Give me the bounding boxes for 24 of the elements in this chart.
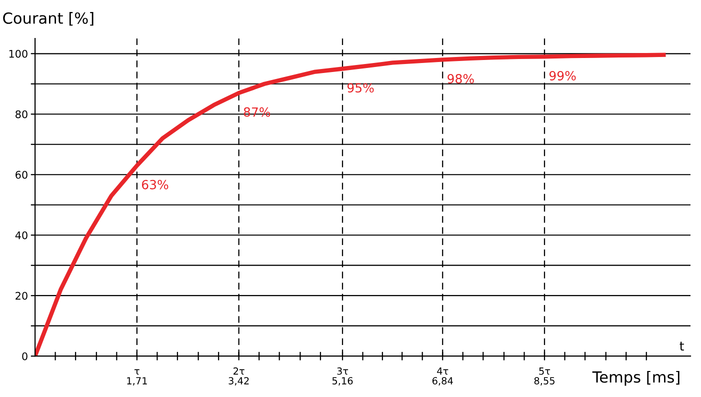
x-tick-label: 6,84 <box>432 377 453 386</box>
ref-line-label: 3τ <box>337 367 348 375</box>
annotation: 98% <box>448 74 474 84</box>
x-tick-label: 3,42 <box>228 377 249 386</box>
y-axis-title: Courant [%] <box>3 12 94 26</box>
ref-line-label: 2τ <box>234 367 244 375</box>
ref-line-label: 4τ <box>437 368 448 375</box>
y-tick-label: 40 <box>15 231 28 240</box>
y-tick-label: 0 <box>22 352 28 360</box>
x-tick-label: 5,16 <box>332 377 353 386</box>
x-tick-label: 1,71 <box>127 377 147 386</box>
annotation: 99% <box>549 70 576 80</box>
y-tick-label: 80 <box>16 110 28 118</box>
annotation: t <box>680 342 684 351</box>
y-tick-label: 60 <box>16 170 28 179</box>
x-axis-title: Temps [ms] <box>592 370 680 386</box>
y-tick-label: 100 <box>9 50 28 58</box>
ref-line-label: τ <box>134 369 140 375</box>
line-series <box>35 52 666 356</box>
x-tick-label: 8,55 <box>534 377 554 386</box>
y-tick-label: 20 <box>16 292 28 300</box>
annotation: 63% <box>142 180 168 190</box>
annotation: 95% <box>347 83 374 93</box>
ref-line-label: 5τ <box>539 368 550 375</box>
